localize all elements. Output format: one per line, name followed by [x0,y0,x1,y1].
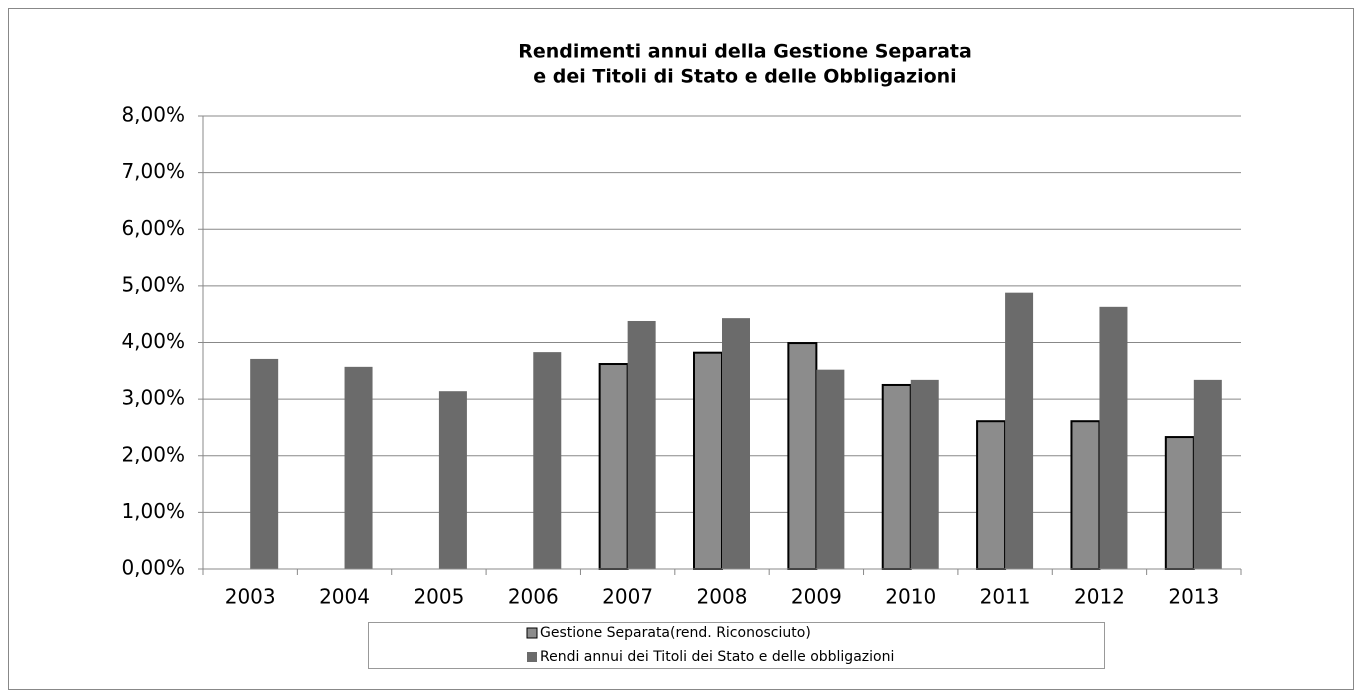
bar [1099,306,1128,569]
chart-title: Rendimenti annui della Gestione Separata [518,41,972,63]
y-tick-label: 6,00% [121,216,185,240]
x-tick-label: 2009 [791,585,842,609]
legend-label: Gestione Separata(rend. Riconosciuto) [540,625,811,641]
bar [881,383,912,570]
y-tick-label: 0,00% [121,556,185,580]
y-tick-label: 2,00% [121,442,185,466]
x-tick-label: 2011 [980,585,1031,609]
legend-label: Rendi annui dei Titoli dei Stato e delle… [540,649,894,665]
chart-frame [8,8,1354,690]
bar [976,420,1007,570]
legend-swatch [527,652,537,662]
x-tick-label: 2008 [697,585,748,609]
legend-box [368,622,1105,669]
bar [1193,379,1222,569]
x-tick-label: 2003 [225,585,276,609]
y-tick-label: 4,00% [121,329,185,353]
x-tick-label: 2007 [602,585,653,609]
bar [1070,420,1101,570]
y-tick-label: 5,00% [121,272,185,296]
x-tick-label: 2012 [1074,585,1125,609]
bar [250,358,279,569]
bar [627,320,656,569]
bar [1005,292,1034,569]
x-tick-label: 2010 [885,585,936,609]
bar [910,379,939,569]
bar [344,366,373,569]
y-tick-label: 8,00% [121,103,185,127]
bar [787,342,818,570]
bar [598,363,629,570]
x-tick-label: 2006 [508,585,559,609]
bar [438,391,467,569]
bar [693,351,723,570]
chart-title: e dei Titoli di Stato e delle Obbligazio… [533,66,956,88]
x-tick-label: 2004 [319,585,370,609]
bar [533,352,562,569]
x-tick-label: 2005 [413,585,464,609]
y-tick-label: 7,00% [121,159,185,183]
y-tick-label: 1,00% [121,499,185,523]
bar [1164,436,1195,570]
x-tick-label: 2013 [1168,585,1219,609]
bar [722,318,750,569]
legend-swatch [526,627,538,639]
bar [816,369,845,569]
y-tick-label: 3,00% [121,386,185,410]
